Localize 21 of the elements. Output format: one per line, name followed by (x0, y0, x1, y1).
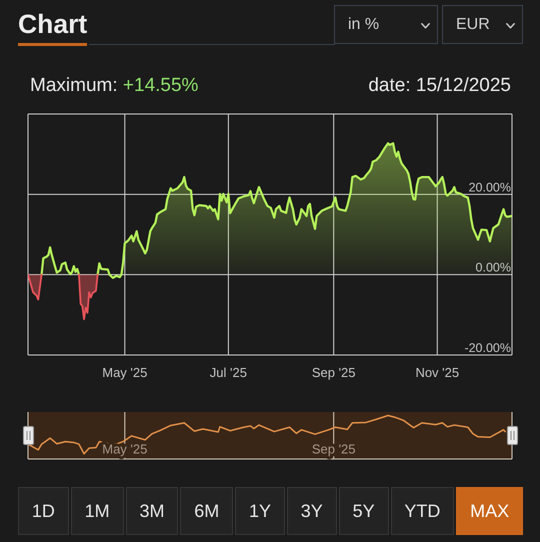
period-button: MAX (456, 487, 524, 535)
period-button: 1M (70, 487, 124, 535)
y-tick-label: 20.00% (468, 180, 511, 194)
period-button: 6M (180, 487, 234, 535)
text: date: 15/12/2025 (368, 74, 511, 98)
y-tick-label: -20.00% (464, 341, 511, 355)
period-button: 1D (18, 487, 69, 535)
period-button: 3Y (286, 487, 337, 535)
period-button: 3M (126, 487, 178, 535)
y-tick-label: 0.00% (476, 260, 511, 275)
x-tick-label: Sep '25 (312, 365, 356, 380)
select-field: in % (334, 5, 438, 44)
chart-title: Chart (18, 8, 88, 40)
period-button: YTD (390, 487, 454, 535)
text: Maximum: +14.55% (30, 75, 198, 96)
x-tick-label: May '25 (102, 365, 148, 380)
x-tick-label: Jul '25 (210, 365, 247, 380)
period-button: 5Y (338, 487, 389, 535)
period-button: 1Y (235, 487, 285, 535)
x-tick-label: Nov '25 (415, 365, 460, 380)
select-field: EUR (442, 5, 523, 44)
